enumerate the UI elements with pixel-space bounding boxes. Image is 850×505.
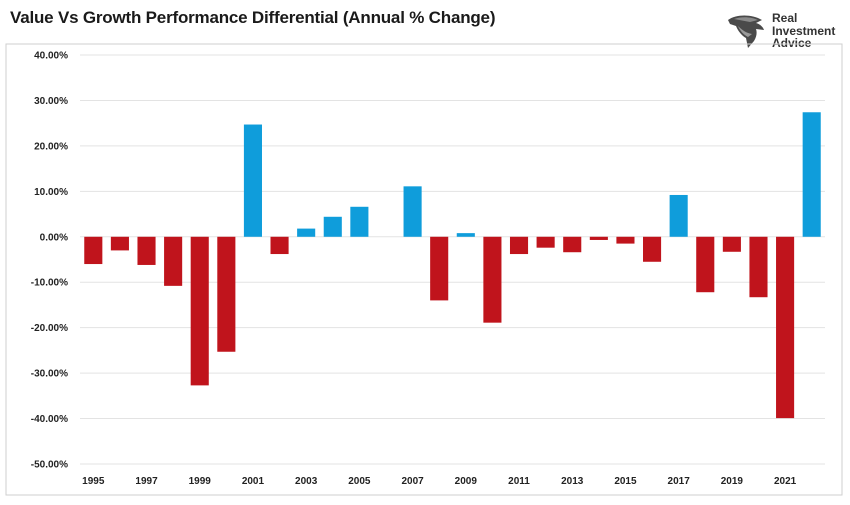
bar-2017 — [669, 194, 688, 237]
bar-2010 — [483, 236, 502, 323]
y-tick-label: 40.00% — [34, 51, 68, 62]
y-tick-label: 10.00% — [34, 187, 68, 198]
logo-line-3: Advice — [772, 36, 812, 50]
bar-2007 — [403, 186, 422, 237]
bar-1995 — [84, 236, 103, 265]
x-axis-ticks: 1995 1997 1999 2001 2003 2005 2007 2009 2011 2013… — [82, 476, 796, 487]
bar-2005 — [350, 206, 369, 237]
y-tick-label: -50.00% — [31, 460, 68, 471]
x-tick-label: 2003 — [295, 476, 318, 487]
y-tick-label: 30.00% — [34, 96, 68, 107]
x-tick-label: 2009 — [455, 476, 478, 487]
bar-2013 — [563, 236, 582, 253]
bar-2012 — [536, 236, 555, 248]
bar-1996 — [110, 236, 129, 251]
bar-1997 — [137, 236, 156, 265]
bar-2021 — [776, 236, 795, 419]
chart-title: Value Vs Growth Performance Differential… — [10, 8, 496, 27]
x-tick-label: 1997 — [135, 476, 158, 487]
x-tick-label: 2017 — [668, 476, 691, 487]
bar-2015 — [616, 236, 635, 244]
x-tick-label: 1995 — [82, 476, 105, 487]
x-tick-label: 2021 — [774, 476, 797, 487]
brand-logo: Real Investment Advice — [726, 12, 846, 52]
bars — [84, 112, 821, 419]
bar-2008 — [430, 236, 449, 301]
y-tick-label: -40.00% — [31, 414, 68, 425]
x-tick-label: 2007 — [401, 476, 424, 487]
bar-2003 — [297, 228, 316, 237]
logo-text: Real Investment Advice — [772, 12, 835, 50]
logo-line-1: Real — [772, 11, 798, 25]
bar-2009 — [456, 233, 475, 237]
bar-2000 — [217, 236, 236, 352]
y-tick-label: 0.00% — [40, 232, 68, 243]
y-tick-label: 20.00% — [34, 141, 68, 152]
y-tick-label: -20.00% — [31, 323, 68, 334]
x-tick-label: 1999 — [189, 476, 212, 487]
bar-2002 — [270, 236, 289, 255]
chart-frame — [5, 43, 843, 496]
y-axis-ticks: 40.00% 30.00% 20.00% 10.00% 0.00% -10.00% -20.… — [31, 51, 68, 471]
x-tick-label: 2001 — [242, 476, 265, 487]
bar-2018 — [696, 236, 715, 293]
bar-1999 — [190, 236, 209, 386]
x-tick-label: 2015 — [614, 476, 637, 487]
bar-2019 — [722, 236, 741, 252]
x-tick-label: 2013 — [561, 476, 584, 487]
bar-2016 — [643, 236, 662, 262]
bar-2014 — [589, 236, 608, 240]
x-tick-label: 2005 — [348, 476, 371, 487]
bar-2020 — [749, 236, 768, 298]
y-tick-label: -10.00% — [31, 278, 68, 289]
bar-2022 — [802, 112, 821, 237]
y-tick-label: -30.00% — [31, 369, 68, 380]
logo-line-2: Investment — [772, 23, 836, 38]
eagle-head-icon — [728, 15, 764, 48]
x-tick-label: 2011 — [508, 476, 530, 487]
bar-1998 — [164, 236, 183, 286]
bar-2001 — [243, 124, 262, 237]
x-tick-label: 2019 — [721, 476, 744, 487]
bar-2004 — [323, 216, 342, 237]
bar-2011 — [509, 236, 529, 255]
